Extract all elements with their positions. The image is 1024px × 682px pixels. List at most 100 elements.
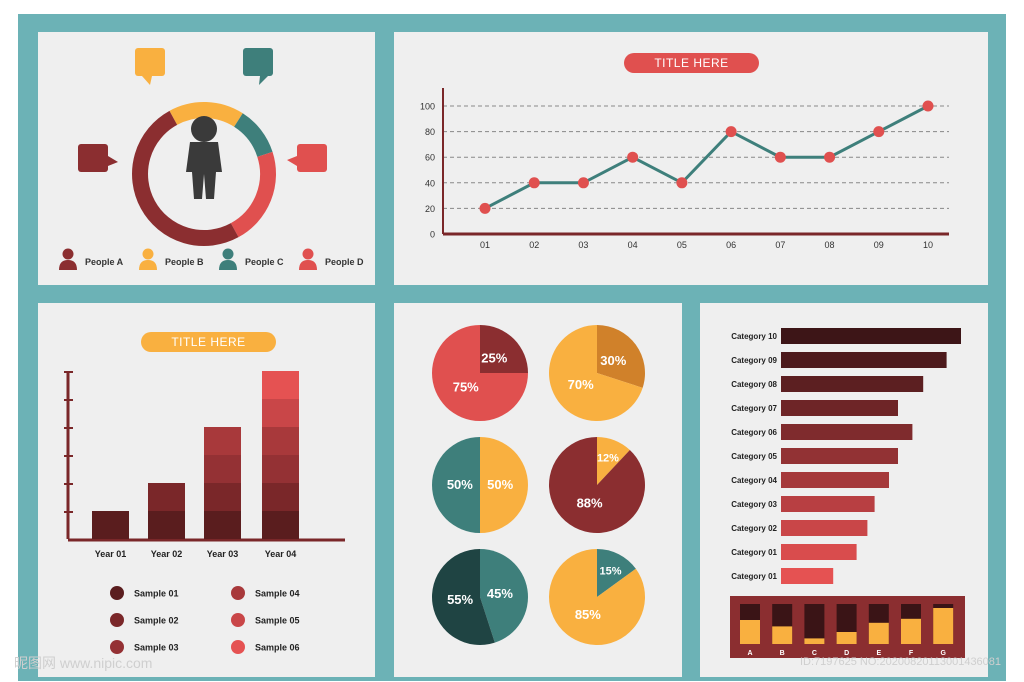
category-label: Category 03: [731, 500, 777, 509]
horizontal-bar: [781, 352, 947, 368]
legend-marker: [110, 586, 124, 600]
category-label: Category 06: [731, 428, 777, 437]
bar-segment: [262, 427, 299, 455]
mini-column-label: A: [747, 650, 752, 657]
horizontal-bar: [781, 544, 857, 560]
category-panel: Category 10 Category 09 Category 08 Categor…: [700, 303, 988, 677]
category-label: Category 09: [731, 356, 777, 365]
pie-slice: [432, 325, 528, 421]
horizontal-bar: [781, 568, 834, 584]
y-tick-label: 20: [425, 204, 435, 214]
data-point: [824, 151, 836, 163]
pie-slice-label: 25%: [481, 351, 507, 366]
x-tick-label: Year 03: [207, 549, 239, 559]
mini-column-label: G: [940, 650, 946, 657]
speech-bubble-icon: [135, 48, 165, 76]
pie-slice: [480, 437, 528, 533]
legend-person-icon: [139, 248, 157, 270]
pie-slice-label: 30%: [600, 353, 626, 368]
line-chart-panel: TITLE HERE 0 20 40 60 80 100 01 02 03 04 05 06 07 08 0…: [394, 32, 988, 285]
pie-charts: 25%75% 30% 70% 50% 50% 12% 88% 45% 55% 15% 85%: [432, 325, 645, 645]
legend-person-icon: [299, 248, 317, 270]
x-tick-label: 05: [677, 240, 687, 250]
mini-column-fill: [740, 620, 760, 644]
category-label: Category 02: [731, 524, 777, 533]
x-tick-label: 03: [578, 240, 588, 250]
x-tick-label: 02: [529, 240, 539, 250]
pie-charts-panel: 25% 75% 30% 70% 50% 50% 12% 88% 45% 55% 15% 85%: [394, 303, 682, 677]
legend-person-icon: [59, 248, 77, 270]
pie-slice-label: 85%: [575, 607, 601, 622]
horizontal-bar: [781, 424, 913, 440]
ring-segment: [132, 110, 239, 246]
legend-label: People A: [85, 257, 124, 267]
pie-slice-label: 12%: [597, 452, 619, 464]
horizontal-bar: [781, 328, 961, 344]
person-figure-icon: [186, 116, 222, 199]
pie-slice: [549, 325, 643, 421]
category-label: Category 05: [731, 452, 777, 461]
x-tick-label: 08: [825, 240, 835, 250]
bar-segment: [204, 483, 241, 511]
x-tick-label: Year 02: [151, 549, 183, 559]
horizontal-bar: [781, 496, 875, 512]
data-point: [577, 177, 589, 189]
pie-slice: [597, 549, 636, 597]
speech-bubble-tail: [142, 76, 152, 85]
bar-segment: [262, 455, 299, 483]
mini-column-label: E: [876, 650, 881, 657]
bar-segment: [204, 511, 241, 539]
bar-segment: [262, 511, 299, 539]
category-label: Category 01: [731, 548, 777, 557]
horizontal-bar: [781, 472, 889, 488]
data-point: [725, 126, 737, 138]
watermark-left: 昵图网 www.nipic.com: [14, 655, 153, 671]
mini-column-fill: [901, 618, 921, 644]
legend-marker: [231, 586, 245, 600]
y-tick-label: 80: [425, 127, 435, 137]
pie-slice-label: 88%: [577, 496, 603, 511]
horizontal-bar: [781, 448, 898, 464]
pie-slice: [597, 437, 630, 485]
speech-bubble-tail: [259, 76, 268, 85]
pie-slice: [480, 549, 529, 643]
data-point: [528, 177, 540, 189]
bar-chart-panel: TITLE HERE Year 01 Year 02 Year 03 Year 04 S…: [38, 303, 375, 677]
pie-slice-label: 50%: [487, 477, 513, 492]
category-label: Category 08: [731, 380, 777, 389]
data-point: [873, 126, 885, 138]
horizontal-bar: [781, 400, 898, 416]
mini-column-background: [804, 604, 825, 644]
data-point: [627, 151, 639, 163]
legend-label: Sample 03: [134, 643, 179, 653]
pie-slice: [480, 325, 528, 373]
pie-slice: [432, 549, 495, 645]
x-tick-label: 09: [874, 240, 884, 250]
legend-marker: [231, 613, 245, 627]
x-tick-label: Year 01: [95, 549, 127, 559]
bar-segment: [262, 399, 299, 427]
horizontal-bar-chart: Category 10 Category 09 Category 08 Categor…: [730, 328, 965, 658]
bar-segment: [148, 483, 185, 511]
ring-segment: [233, 113, 273, 158]
bar-segment: [92, 511, 129, 539]
mini-column-fill: [772, 626, 793, 644]
pie-slice: [597, 325, 645, 388]
speech-bubble-icon: [297, 144, 327, 172]
y-tick-label: 0: [430, 230, 435, 240]
x-tick-label: Year 04: [265, 549, 297, 559]
y-tick-label: 40: [425, 178, 435, 188]
pie-slice: [432, 437, 480, 533]
mini-column-label: B: [780, 650, 785, 657]
category-label: Category 01: [731, 572, 777, 581]
watermark-right: ID:7197625 NO:20200820113001436081: [800, 656, 1002, 668]
bar-segment: [204, 455, 241, 483]
people-panel: People A People B People C People D: [38, 32, 375, 285]
category-label: Category 07: [731, 404, 777, 413]
pie-slice-label: 75%: [453, 379, 479, 394]
bar-segment: [262, 371, 299, 399]
ring-segment: [230, 151, 276, 238]
speech-bubble-icon: [78, 144, 108, 172]
legend-label: Sample 04: [255, 589, 300, 599]
legend-label: Sample 01: [134, 589, 179, 599]
